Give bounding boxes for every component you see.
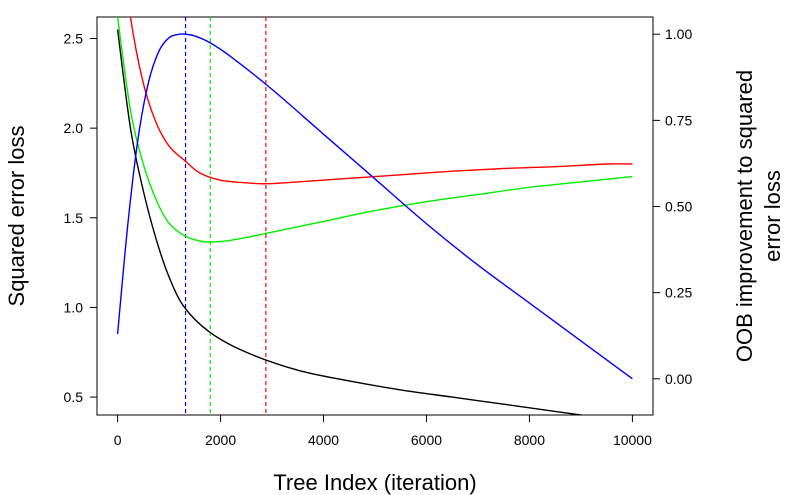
y-axis-right-title-line-1: OOB improvement to squared [732, 70, 757, 362]
series-group [116, 17, 633, 415]
y-right-tick-label: 0.00 [665, 371, 692, 387]
y-right-tick-label: 0.50 [665, 199, 692, 215]
series-line-1 [129, 17, 633, 185]
y-left-tick-label: 0.5 [64, 389, 84, 405]
y-axis-left-title: Squared error loss [4, 126, 29, 307]
series-line-3 [116, 33, 633, 380]
x-tick-label: 10000 [613, 432, 652, 448]
y-left-tick-label: 2.5 [64, 31, 84, 47]
x-tick-label: 2000 [205, 432, 236, 448]
y-axis-right-title-line-2: error loss [760, 170, 785, 262]
y-right-tick-label: 0.25 [665, 285, 692, 301]
x-tick-label: 4000 [308, 432, 339, 448]
x-axis-title: Tree Index (iteration) [273, 470, 476, 495]
y-right-tick-label: 1.00 [665, 26, 692, 42]
y-axis-left: 0.5 1.0 1.5 2.0 2.5 [64, 31, 97, 405]
y-left-tick-label: 1.0 [64, 299, 84, 315]
x-axis: 0 2000 4000 6000 8000 10000 [114, 414, 652, 448]
y-left-tick-label: 1.5 [64, 210, 84, 226]
y-right-tick-label: 0.75 [665, 112, 692, 128]
x-tick-label: 0 [114, 432, 122, 448]
y-axis-right: 0.00 0.25 0.50 0.75 1.00 [653, 26, 692, 387]
series-line-0 [116, 29, 587, 415]
y-left-tick-label: 2.0 [64, 120, 84, 136]
series-line-2 [116, 17, 633, 243]
x-tick-label: 6000 [411, 432, 442, 448]
plot-frame [96, 16, 654, 416]
x-tick-label: 8000 [514, 432, 545, 448]
